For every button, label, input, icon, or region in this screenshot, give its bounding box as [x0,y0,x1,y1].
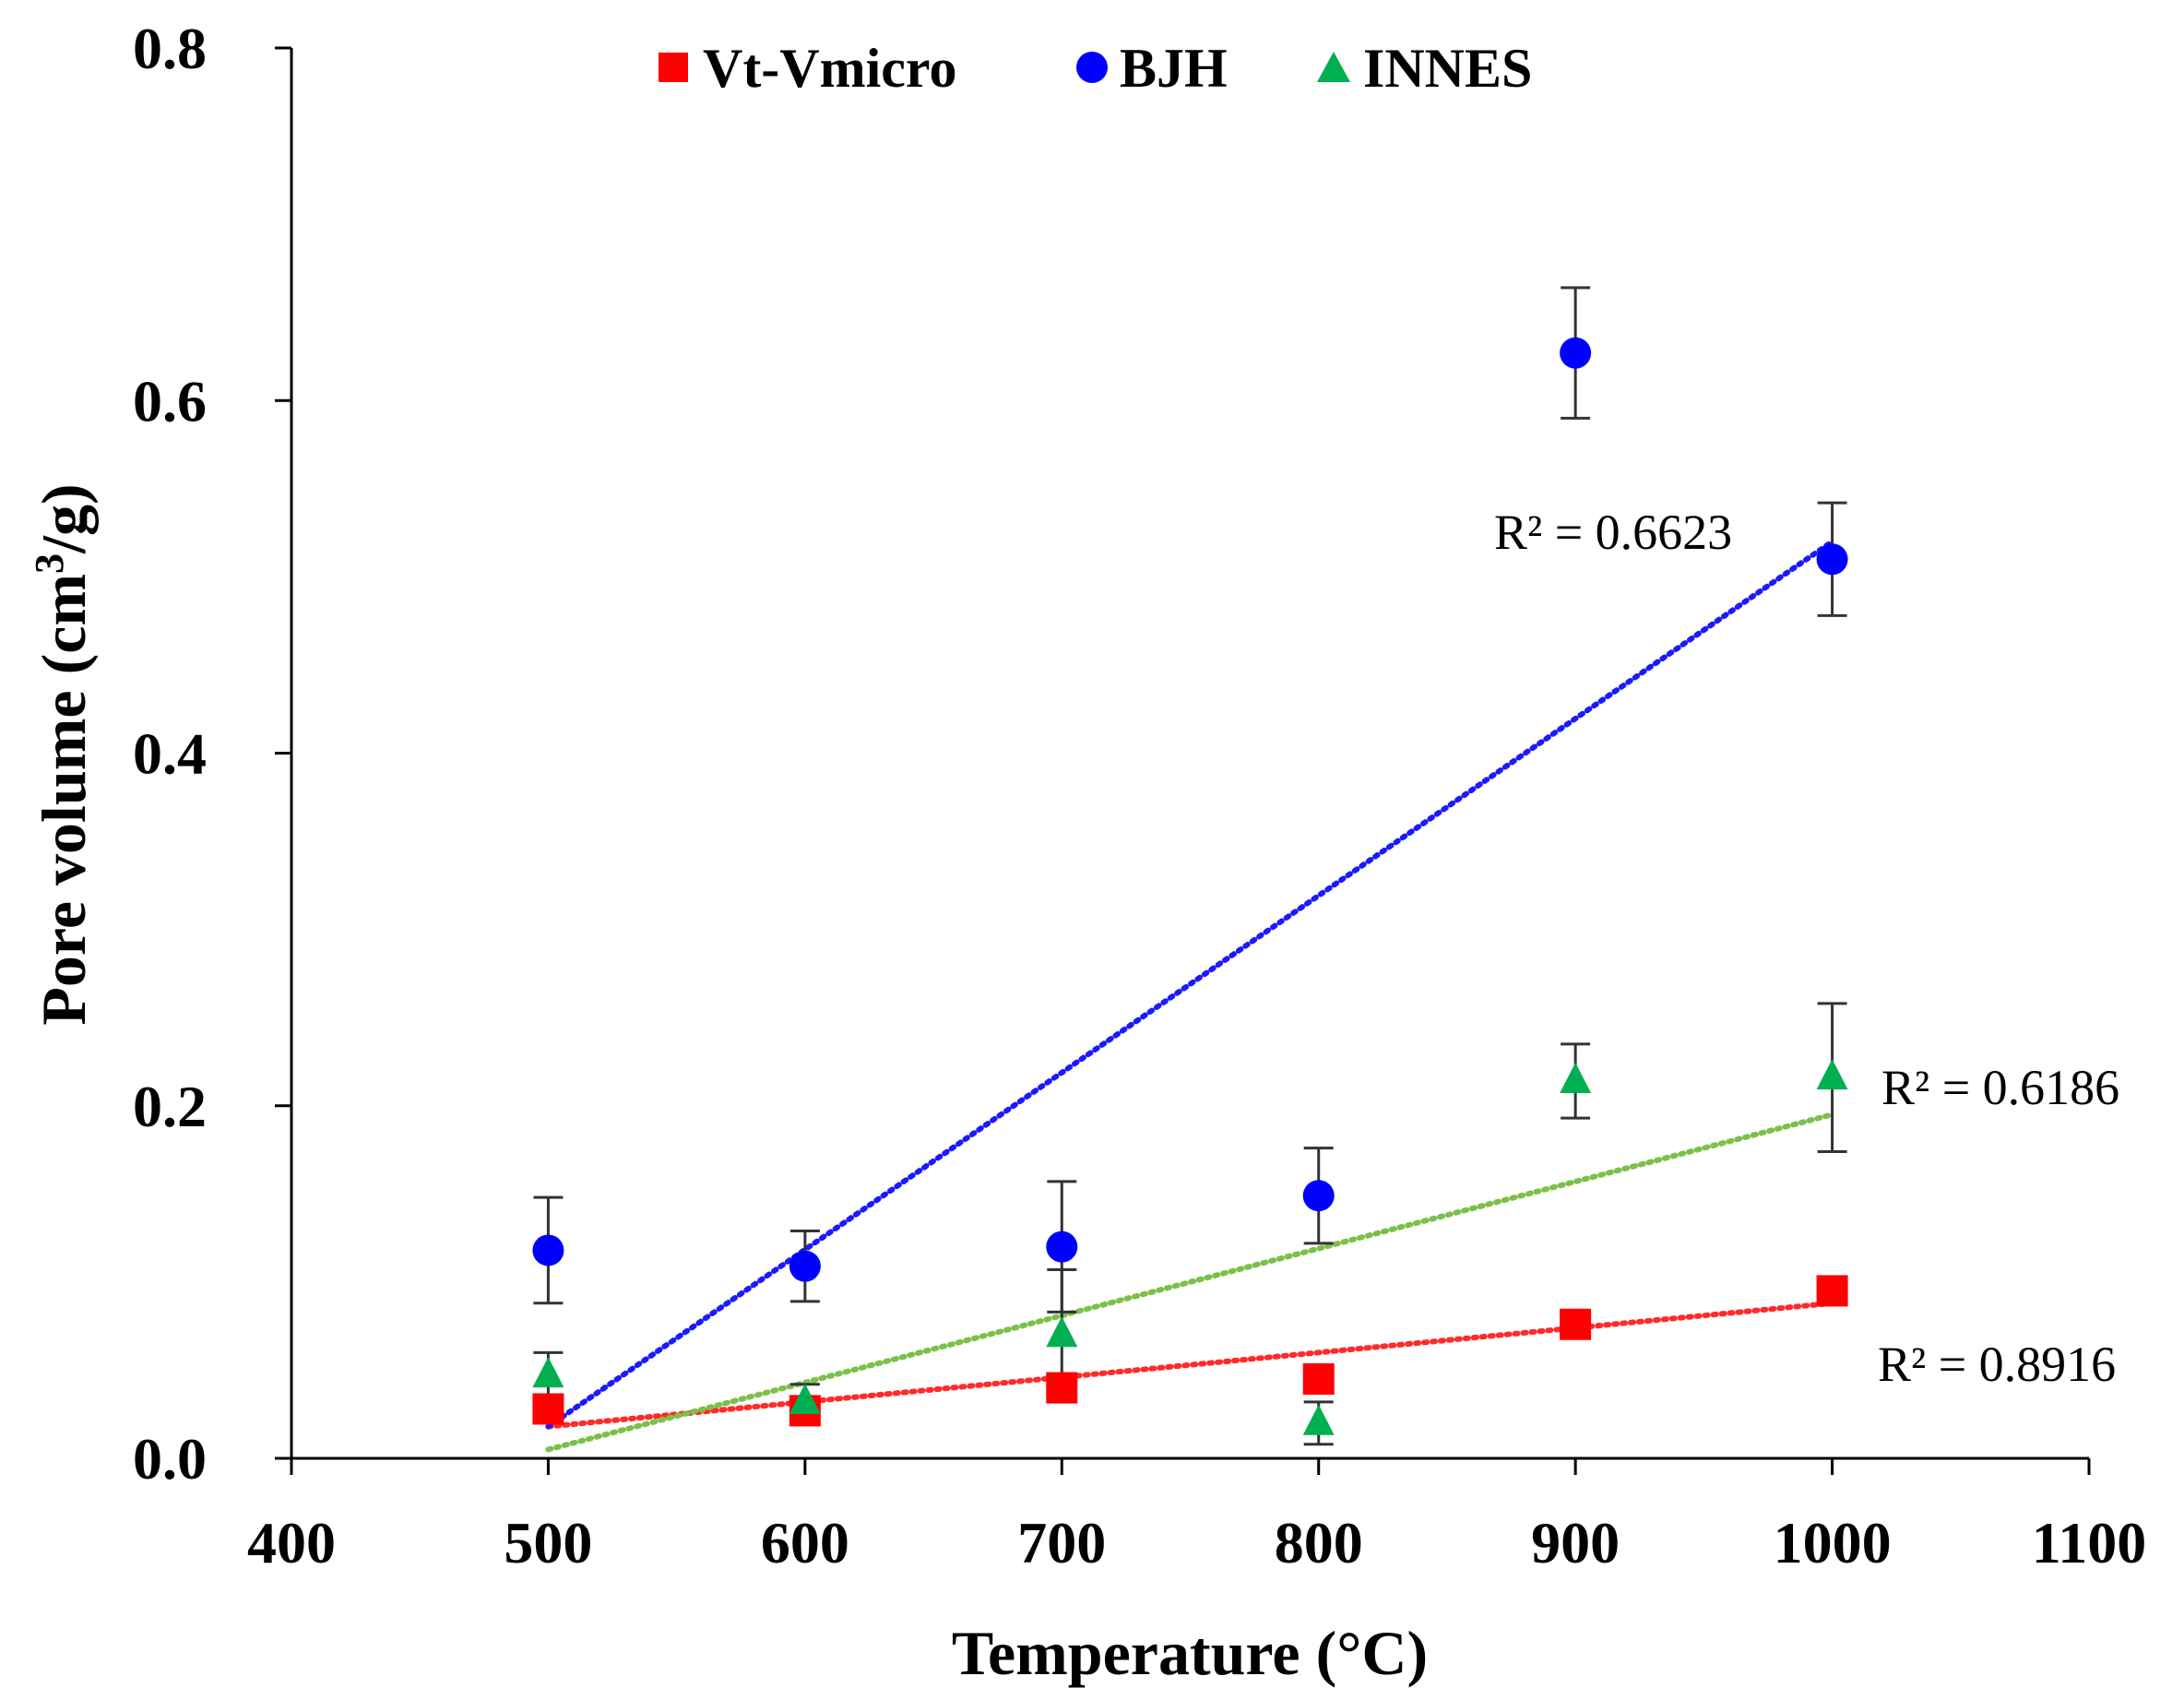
x-axis-title: Temperature (°C) [952,1618,1428,1688]
point-vt-vmicro-500 [532,1393,564,1425]
point-innes-900 [1560,1062,1592,1093]
y-axis-title-main: Pore volume (cm [29,574,99,1026]
y-axis-title-superscript: 3 [27,553,72,574]
ticks: 400 500 600 700 800 900 1000 1100 0.0 0.2 0.4 0.6 0.… [133,16,2146,1575]
legend-label-vt-vmicro: Vt-Vmicro [703,38,956,99]
x-tick-label-700: 700 [1017,1510,1106,1575]
legend-marker-innes [1317,52,1350,82]
point-innes-800 [1302,1404,1335,1435]
trendline-vt-vmicro [545,1300,1835,1430]
point-bjh-800 [1302,1180,1335,1212]
point-bjh-900 [1560,337,1592,369]
legend-label-bjh: BJH [1120,38,1228,99]
x-tick-label-500: 500 [504,1510,592,1575]
point-vt-vmicro-1000 [1816,1275,1848,1307]
point-vt-vmicro-700 [1046,1372,1078,1404]
x-tick-label-900: 900 [1531,1510,1620,1575]
trendlines [545,539,1835,1453]
trendline-innes [545,1112,1835,1453]
point-bjh-1000 [1816,543,1848,576]
r2-label-innes: R² = 0.6186 [1881,1060,2119,1115]
x-tick-label-800: 800 [1275,1510,1363,1575]
x-tick-label-400: 400 [247,1510,336,1575]
point-innes-1000 [1816,1059,1848,1090]
y-tick-label-0.8: 0.8 [133,16,207,81]
y-tick-label-0.0: 0.0 [133,1426,207,1492]
point-bjh-500 [532,1234,564,1266]
x-tick-label-1000: 1000 [1774,1510,1892,1575]
trendline-bjh [545,539,1835,1430]
point-innes-700 [1046,1316,1078,1348]
x-tick-label-600: 600 [761,1510,849,1575]
point-bjh-600 [789,1250,821,1282]
legend-label-innes: INNES [1363,38,1532,99]
point-innes-500 [532,1357,564,1388]
y-tick-label-0.6: 0.6 [133,368,207,434]
y-tick-label-0.2: 0.2 [133,1074,207,1139]
r2-label-vt-vmicro: R² = 0.8916 [1878,1337,2116,1392]
point-vt-vmicro-800 [1302,1362,1335,1395]
r2-label-bjh: R² = 0.6623 [1494,505,1732,560]
y-axis-title-end: /g) [29,483,99,554]
point-bjh-700 [1046,1230,1078,1263]
y-tick-label-0.4: 0.4 [133,721,207,787]
point-vt-vmicro-900 [1560,1308,1592,1340]
x-tick-label-1100: 1100 [2032,1510,2146,1575]
legend: Vt-Vmicro BJH INNES [659,38,1532,99]
legend-marker-vt-vmicro [659,53,688,82]
data-markers [532,337,1848,1435]
error-bars [533,286,1847,1446]
point-innes-600 [789,1383,821,1414]
legend-marker-bjh [1076,52,1108,83]
y-axis-title: Pore volume (cm3/g) [27,483,99,1025]
